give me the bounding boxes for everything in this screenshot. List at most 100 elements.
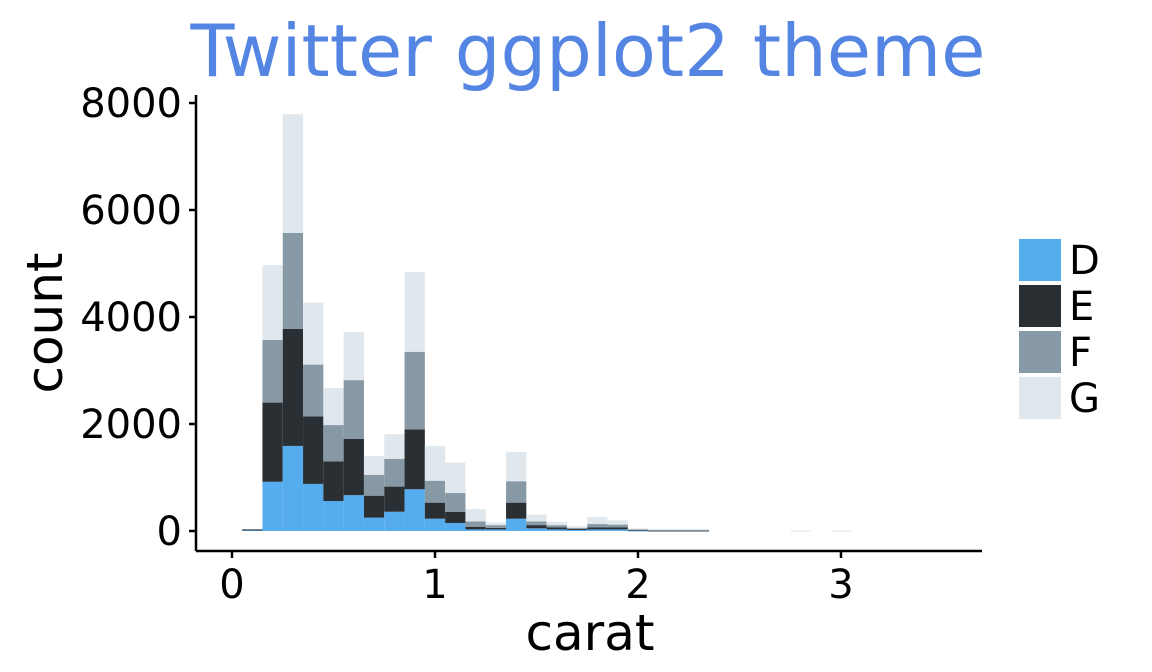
bar-F-0.7 — [363, 474, 385, 496]
bar-D-0.6 — [343, 495, 364, 531]
bars-layer — [242, 114, 852, 532]
bar-F-1.3 — [485, 525, 507, 528]
y-tick-label: 8000 — [80, 81, 182, 127]
bar-E-0.1 — [242, 529, 263, 531]
bar-F-1.2 — [465, 521, 486, 527]
x-tick-label: 3 — [828, 562, 853, 608]
bar-F-1.9 — [607, 524, 628, 528]
bar-D-1.8 — [587, 529, 608, 531]
legend-key-F — [1019, 331, 1061, 373]
bar-E-1.0 — [424, 502, 446, 519]
bar-F-1.8 — [587, 524, 608, 528]
y-tick-label: 4000 — [80, 295, 182, 341]
bar-D-1.0 — [424, 518, 446, 531]
bar-G-1.4 — [506, 451, 527, 482]
bar-G-1.6 — [546, 521, 567, 526]
bar-D-1.1 — [445, 522, 466, 531]
bar-D-1.6 — [546, 529, 567, 531]
bar-G-2.1 — [648, 528, 669, 530]
bar-G-0.6 — [343, 331, 364, 381]
x-tick-label: 0 — [219, 562, 244, 608]
bar-G-1.0 — [424, 445, 446, 481]
bar-F-1.4 — [506, 481, 527, 503]
x-tick-label: 1 — [422, 562, 447, 608]
bar-G-0.3 — [282, 114, 304, 234]
bar-E-1.8 — [587, 527, 608, 530]
y-tick-label: 0 — [157, 509, 182, 555]
bar-G-1.1 — [445, 462, 466, 494]
bar-G-1.7 — [566, 526, 588, 528]
bar-D-0.7 — [363, 517, 385, 531]
bar-E-0.7 — [363, 495, 385, 518]
bar-E-1.4 — [506, 502, 527, 519]
bar-E-0.3 — [282, 328, 304, 446]
bar-G-2.0 — [627, 528, 649, 530]
bar-F-1.7 — [566, 527, 588, 529]
bar-E-1.9 — [607, 527, 628, 530]
bar-G-0.2 — [262, 265, 283, 341]
x-axis-title: carat — [526, 604, 655, 662]
bar-D-0.4 — [303, 483, 324, 531]
bar-D-0.1 — [242, 529, 263, 531]
bar-D-0.2 — [262, 481, 283, 531]
bar-D-2.0 — [627, 530, 649, 532]
legend-key-E — [1019, 285, 1061, 327]
bar-G-1.8 — [587, 517, 608, 525]
bar-E-1.7 — [566, 528, 588, 530]
bar-E-1.3 — [485, 527, 507, 530]
bar-E-0.2 — [262, 402, 283, 482]
bar-E-0.5 — [323, 461, 344, 502]
legend-key-D — [1019, 239, 1061, 281]
y-tick-label: 2000 — [80, 402, 182, 448]
bar-E-2.1 — [648, 530, 669, 532]
bar-F-0.3 — [282, 233, 304, 329]
bar-D-1.5 — [526, 528, 547, 531]
legend-label-D: D — [1069, 238, 1100, 284]
bar-F-0.2 — [262, 340, 283, 403]
legend-key-G — [1019, 377, 1061, 419]
bar-F-0.5 — [323, 425, 344, 462]
bar-F-1.0 — [424, 480, 446, 503]
bar-E-0.8 — [384, 486, 405, 512]
bar-F-0.4 — [303, 364, 324, 417]
bar-D-1.3 — [485, 529, 507, 531]
bar-D-1.2 — [465, 529, 486, 531]
bar-E-1.2 — [465, 526, 486, 530]
bar-G-0.4 — [303, 302, 324, 365]
bar-E-1.6 — [546, 527, 567, 530]
bar-D-1.9 — [607, 529, 628, 531]
legend-label-G: G — [1069, 376, 1100, 422]
bar-F-2.3 — [688, 529, 710, 531]
bar-F-0.9 — [404, 351, 425, 430]
bar-G-1.9 — [607, 520, 628, 525]
bar-E-1.5 — [526, 525, 547, 529]
x-tick-label: 2 — [625, 562, 650, 608]
legend-label-E: E — [1069, 284, 1094, 330]
legend-label-F: F — [1069, 330, 1092, 376]
bar-F-2.1 — [648, 529, 669, 531]
bar-D-0.3 — [282, 445, 304, 531]
bar-E-0.9 — [404, 429, 425, 490]
bar-F-1.1 — [445, 493, 466, 512]
chart-title: Twitter ggplot2 theme — [190, 9, 986, 93]
bar-G-3.0 — [830, 530, 852, 532]
bar-E-2.2 — [668, 530, 689, 532]
bar-G-2.3 — [688, 528, 710, 530]
bar-D-1.7 — [566, 529, 588, 531]
bar-E-2.0 — [627, 529, 649, 531]
y-axis-title: count — [16, 252, 74, 393]
bar-D-1.4 — [506, 518, 527, 531]
bar-D-0.9 — [404, 489, 425, 531]
bar-F-2.2 — [668, 529, 689, 531]
bar-F-1.6 — [546, 525, 567, 528]
bar-G-2.8 — [790, 530, 811, 532]
bar-G-0.7 — [363, 456, 385, 475]
bar-E-2.3 — [688, 530, 710, 532]
bar-G-1.3 — [485, 522, 507, 526]
bar-E-0.6 — [343, 438, 364, 496]
bar-G-1.5 — [526, 514, 547, 522]
ticks-layer: 0 2000 4000 6000 8000 0 1 2 3 — [80, 81, 854, 608]
bar-G-2.2 — [668, 528, 689, 530]
bar-F-0.6 — [343, 380, 364, 439]
